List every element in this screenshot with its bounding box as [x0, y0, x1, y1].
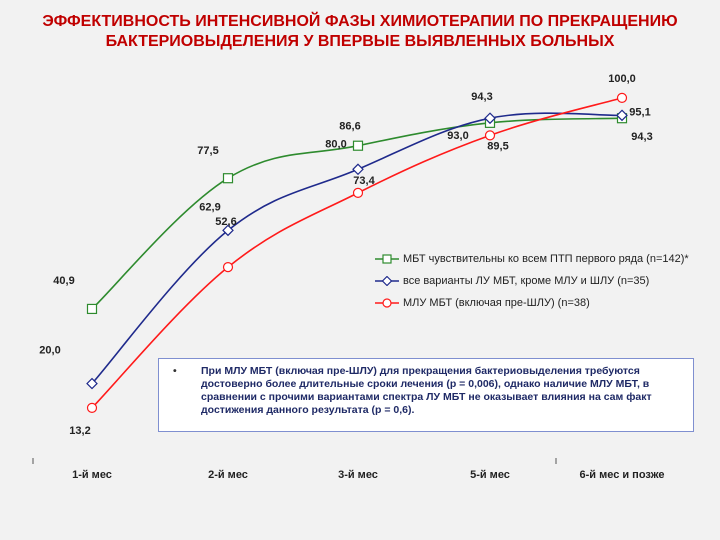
chart-marks: 40,9 77,5 86,6 93,0 94,3 20,0 62,9 80,0 94,3 95,1…	[32, 73, 665, 481]
square-marker-icon	[375, 254, 399, 264]
point-marker-s2-4	[616, 92, 628, 103]
x-tick-label-2: 3-й мес	[338, 469, 378, 481]
x-tick-label-0: 1-й мес	[72, 469, 112, 481]
data-label-s0-1: 77,5	[197, 145, 218, 157]
bullet-icon: •	[173, 365, 177, 377]
legend: МБТ чувствительны ко всем ПТП первого ря…	[375, 252, 700, 318]
circle-marker-icon	[375, 298, 399, 308]
data-label-s1-2: 80,0	[325, 138, 346, 150]
data-label-s1-3: 94,3	[471, 91, 492, 103]
point-marker-s2-2	[352, 187, 364, 198]
point-marker-s0-1	[222, 173, 234, 184]
point-marker-s1-2	[352, 163, 364, 176]
legend-item-green: МБТ чувствительны ко всем ПТП первого ря…	[375, 252, 700, 266]
legend-item-red: МЛУ МБТ (включая пре-ШЛУ) (n=38)	[375, 296, 700, 310]
legend-label-blue: все варианты ЛУ МБТ, кроме МЛУ и ШЛУ (n=…	[403, 275, 650, 287]
data-label-s2-4: 100,0	[608, 73, 636, 85]
point-marker-s0-0	[86, 303, 98, 315]
data-label-s0-4: 94,3	[631, 131, 652, 143]
series-line-1	[91, 112, 623, 385]
diamond-marker-icon	[375, 276, 399, 286]
data-label-s0-3: 93,0	[447, 130, 468, 142]
conclusion-note: • При МЛУ МБТ (включая пре-ШЛУ) для прек…	[158, 358, 694, 432]
data-label-s1-1: 62,9	[199, 201, 220, 213]
point-marker-s0-2	[352, 140, 364, 151]
point-marker-s1-1	[222, 224, 234, 237]
chart-title: ЭФФЕКТИВНОСТЬ ИНТЕНСИВНОЙ ФАЗЫ ХИМИОТЕРА…	[42, 13, 678, 50]
point-marker-s2-3	[484, 130, 496, 141]
point-marker-s2-0	[86, 402, 98, 413]
x-tick-label-1: 2-й мес	[208, 469, 248, 481]
data-label-s2-1: 52,6	[215, 216, 236, 228]
point-marker-s1-4	[616, 109, 628, 122]
x-tick-label-3: 5-й мес	[470, 469, 510, 481]
data-label-s1-4: 95,1	[629, 106, 650, 118]
data-label-s2-0: 13,2	[69, 425, 90, 437]
data-label-s0-0: 40,9	[53, 275, 74, 287]
point-marker-s1-3	[484, 112, 496, 125]
conclusion-text: При МЛУ МБТ (включая пре-ШЛУ) для прекра…	[201, 365, 652, 416]
data-label-s1-0: 20,0	[39, 345, 60, 357]
legend-label-green: МБТ чувствительны ко всем ПТП первого ря…	[403, 253, 689, 265]
legend-label-red: МЛУ МБТ (включая пре-ШЛУ) (n=38)	[403, 297, 590, 309]
point-marker-s2-1	[222, 262, 234, 273]
data-label-s0-2: 86,6	[339, 121, 360, 133]
legend-item-blue: все варианты ЛУ МБТ, кроме МЛУ и ШЛУ (n=…	[375, 274, 700, 288]
x-tick-label-4: 6-й мес и позже	[579, 469, 664, 481]
point-marker-s1-0	[86, 377, 98, 390]
data-label-s2-3: 89,5	[487, 140, 508, 152]
series-line-2	[91, 97, 623, 409]
data-label-s2-2: 73,4	[353, 175, 375, 187]
